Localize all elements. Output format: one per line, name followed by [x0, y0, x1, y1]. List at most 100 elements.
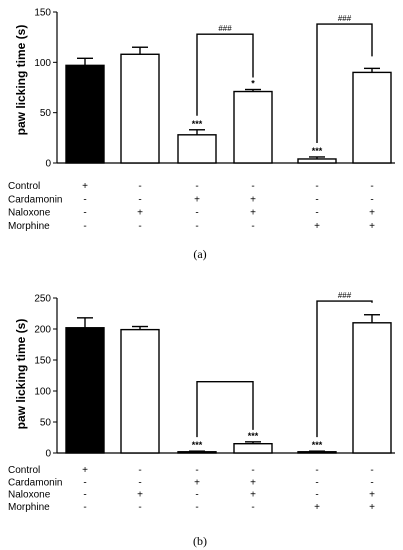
- panel-b-row-label: Cardamonin: [8, 477, 62, 488]
- panel-a-bar: [65, 64, 105, 164]
- panel-a-condition-sign: -: [370, 194, 373, 205]
- panel-b-bar: [297, 451, 337, 454]
- panel-a-bracket-label: ###: [218, 24, 232, 33]
- panel-a-bar: [352, 71, 392, 164]
- panel-b-bar: [120, 328, 160, 454]
- panel-a-condition-sign: -: [315, 208, 318, 219]
- panel-b-significance-bracket: [316, 300, 373, 438]
- panel-a-condition-sign: -: [315, 181, 318, 192]
- panel-b-condition-sign: +: [250, 477, 256, 488]
- panel-a-condition-sign: +: [250, 194, 256, 205]
- panel-b-condition-sign: -: [370, 477, 373, 488]
- panel-a-row-label: Morphine: [8, 221, 50, 232]
- panel-a-y-tick-label: 100: [34, 58, 51, 69]
- panel-b-significance-label: ***: [192, 440, 203, 450]
- panel-b-y-tick-label: 150: [34, 356, 51, 367]
- panel-b-condition-table: Control + - - - - -Cardamonin - - + + - -Naloxone - + -…: [8, 465, 375, 513]
- panel-a-bar: [297, 158, 337, 164]
- panel-b-condition-sign: -: [195, 465, 198, 476]
- panel-b-plot: 0 50 100 150 200 250 *** *** *** ###: [34, 291, 395, 460]
- panel-b-y-tick-label: 50: [40, 418, 52, 429]
- panel-b-condition-sign: +: [137, 490, 143, 501]
- panel-b-condition-sign: -: [83, 477, 86, 488]
- panel-b-condition-sign: -: [315, 477, 318, 488]
- panel-a-condition-sign: -: [195, 181, 198, 192]
- panel-a-condition-sign: -: [195, 208, 198, 219]
- panel-b-condition-sign: -: [370, 465, 373, 476]
- panel-a-y-tick-label: 50: [40, 108, 52, 119]
- panel-a-condition-sign: +: [369, 221, 375, 232]
- panel-b: paw licking time (s) 0 50 100 150 200 250 *** *…: [8, 291, 395, 548]
- panel-b-condition-sign: -: [138, 477, 141, 488]
- panel-b-condition-sign: +: [250, 490, 256, 501]
- panel-b-bar: [352, 322, 392, 454]
- panel-a-condition-sign: -: [315, 194, 318, 205]
- panel-a-condition-sign: -: [83, 221, 86, 232]
- panel-a-label: (a): [193, 247, 206, 261]
- panel-b-condition-sign: -: [251, 465, 254, 476]
- panel-a-condition-sign: +: [82, 181, 88, 192]
- panel-a-condition-sign: -: [138, 181, 141, 192]
- panel-a-condition-sign: -: [251, 181, 254, 192]
- panel-b-y-tick-label: 0: [45, 449, 51, 460]
- panel-a-significance-bracket: [196, 33, 254, 116]
- panel-b-condition-sign: -: [83, 502, 86, 513]
- panel-b-condition-sign: -: [315, 490, 318, 501]
- panel-b-y-axis-label: paw licking time (s): [14, 319, 28, 430]
- panel-a-significance-bracket: [316, 23, 373, 143]
- panel-b-significance-label: ***: [312, 440, 323, 450]
- panel-a-significance-label: ***: [192, 119, 203, 129]
- panel-b-condition-sign: -: [251, 502, 254, 513]
- panel-b-bracket-label: ###: [338, 291, 352, 300]
- panel-a-bracket-label: ###: [338, 14, 352, 23]
- panel-a-bar: [233, 90, 273, 164]
- panel-a-condition-sign: +: [250, 208, 256, 219]
- panel-a-condition-sign: +: [194, 194, 200, 205]
- panel-a-y-tick-label: 0: [45, 159, 51, 170]
- panel-b-y-tick-label: 100: [34, 387, 51, 398]
- panel-a-condition-sign: -: [138, 194, 141, 205]
- panel-a-condition-sign: -: [251, 221, 254, 232]
- panel-b-significance-bracket: [196, 381, 254, 438]
- panel-b-y-tick-label: 250: [34, 294, 51, 305]
- panel-b-condition-sign: -: [138, 465, 141, 476]
- panel-a-bar: [120, 53, 160, 164]
- panel-a-condition-sign: -: [370, 181, 373, 192]
- panel-b-condition-sign: +: [82, 465, 88, 476]
- panel-b-condition-sign: +: [314, 502, 320, 513]
- panel-b-bar: [65, 327, 105, 454]
- panel-b-condition-sign: +: [369, 502, 375, 513]
- panel-b-condition-sign: -: [138, 502, 141, 513]
- panel-b-significance-label: ***: [248, 431, 259, 441]
- panel-b-bar: [233, 443, 273, 454]
- panel-b-condition-sign: -: [315, 465, 318, 476]
- panel-a-condition-sign: -: [195, 221, 198, 232]
- panel-b-row-label: Naloxone: [8, 490, 51, 501]
- panel-b-condition-sign: +: [369, 490, 375, 501]
- panel-a-condition-sign: +: [314, 221, 320, 232]
- panel-a-condition-table: Control + - - - - - Cardamonin - - + + - - Naloxone - + -…: [8, 181, 375, 232]
- panel-a-condition-sign: +: [369, 208, 375, 219]
- panel-a-condition-sign: -: [83, 208, 86, 219]
- panel-b-condition-sign: -: [195, 490, 198, 501]
- panel-b-y-tick-label: 200: [34, 325, 51, 336]
- panel-a-condition-sign: +: [137, 208, 143, 219]
- panel-a-condition-sign: -: [83, 194, 86, 205]
- panel-a-row-label: Cardamonin: [8, 194, 62, 205]
- panel-b-label: (b): [193, 534, 207, 548]
- panel-a-significance-label: *: [251, 79, 255, 89]
- panel-a-row-label: Control: [8, 181, 40, 192]
- panel-a-significance-label: ***: [312, 146, 323, 156]
- panel-b-condition-sign: -: [83, 490, 86, 501]
- panel-b-row-label: Control: [8, 465, 40, 476]
- panel-b-bar: [177, 451, 217, 454]
- panel-b-condition-sign: +: [194, 477, 200, 488]
- panel-b-row-label: Morphine: [8, 502, 50, 513]
- panel-a-y-tick-label: 150: [34, 8, 51, 19]
- panel-a-y-axis-label: paw licking time (s): [14, 25, 28, 136]
- panel-b-condition-sign: -: [195, 502, 198, 513]
- panel-a: paw licking time (s) 050100150*******###…: [8, 8, 395, 261]
- panel-a-bar: [177, 134, 217, 164]
